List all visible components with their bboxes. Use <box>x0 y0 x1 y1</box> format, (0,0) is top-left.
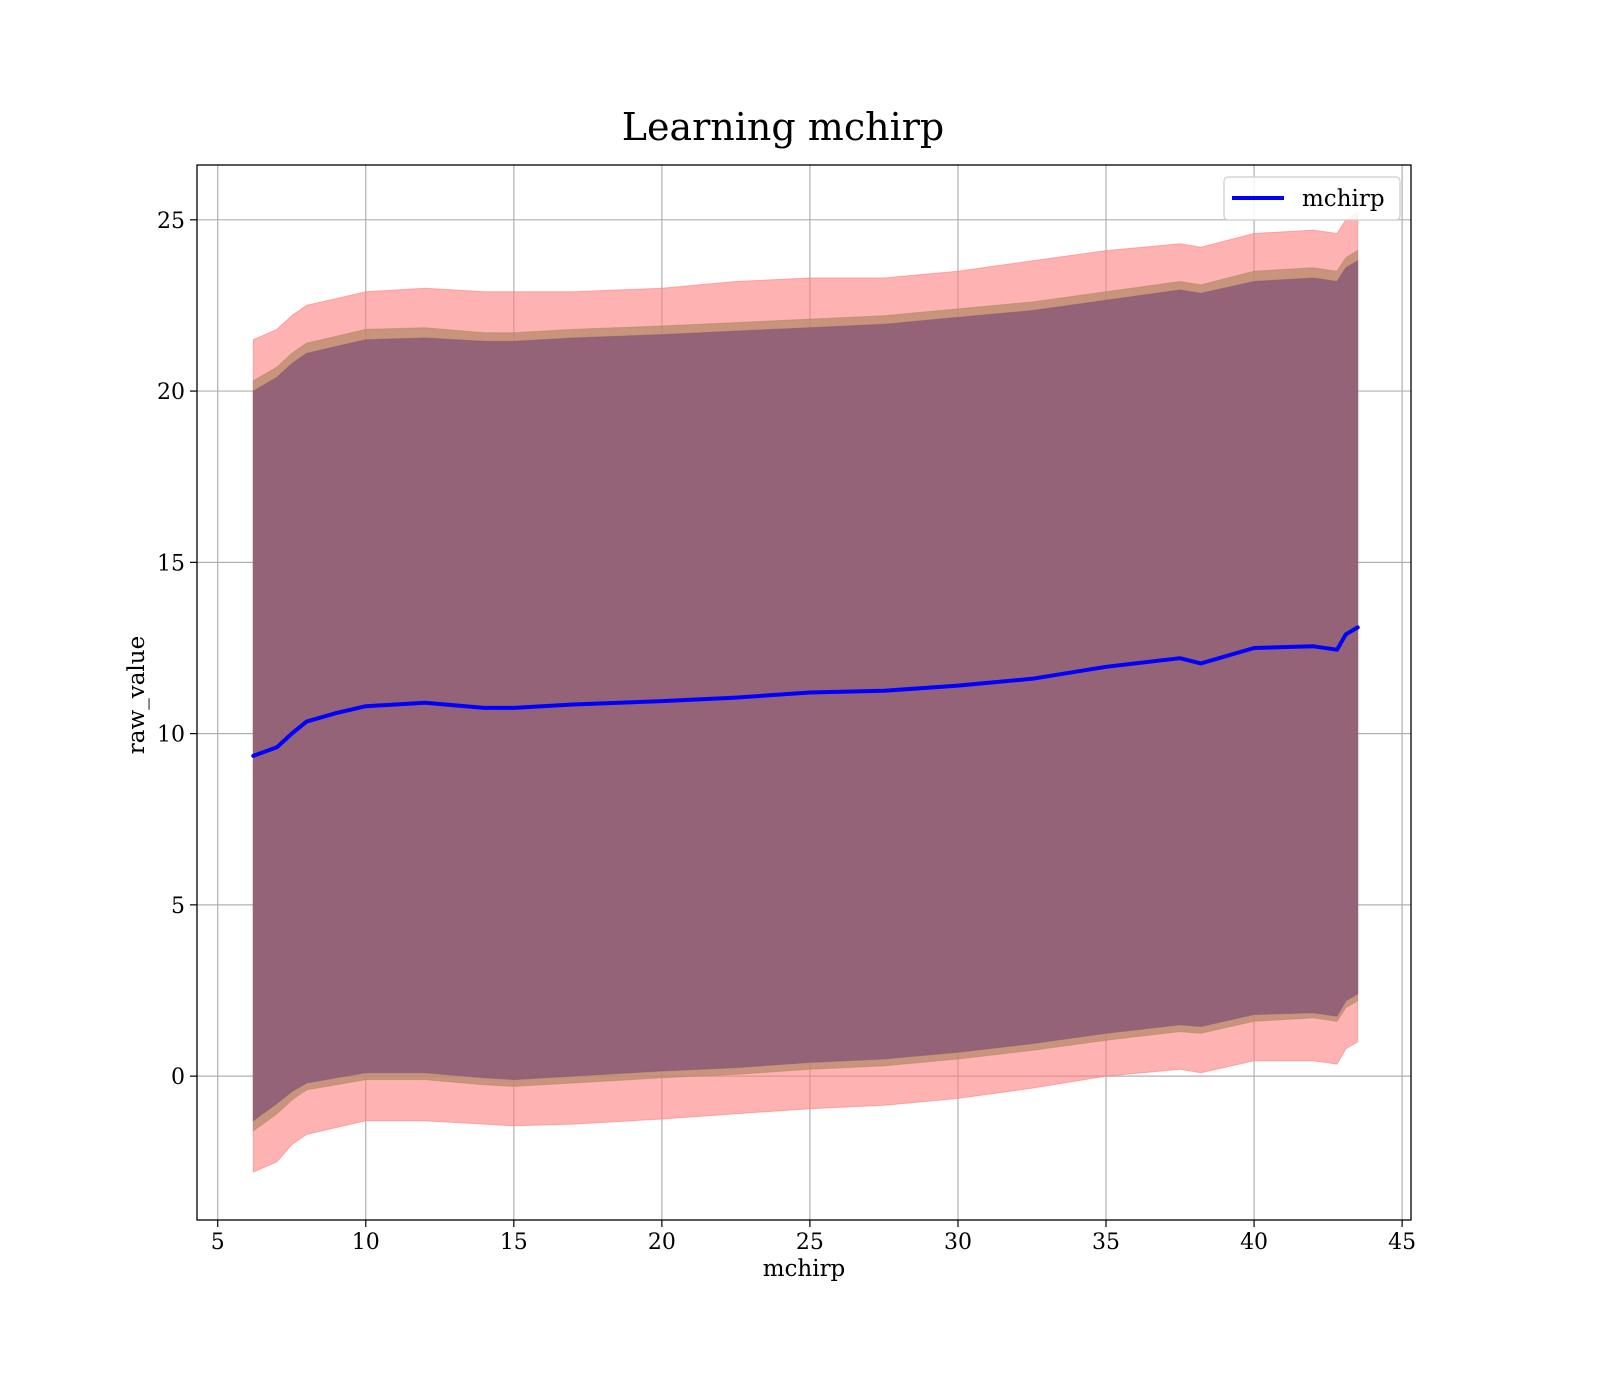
y-axis-label: raw_value <box>124 636 150 754</box>
y-tick-label: 20 <box>157 380 185 405</box>
x-tick-label: 40 <box>1240 1230 1268 1255</box>
x-tick-label: 35 <box>1092 1230 1120 1255</box>
x-tick-label: 10 <box>352 1230 380 1255</box>
x-tick-label: 5 <box>211 1230 225 1255</box>
legend: mchirp <box>1223 176 1401 221</box>
x-tick-label: 25 <box>796 1230 824 1255</box>
x-tick-label: 15 <box>500 1230 528 1255</box>
y-tick-label: 15 <box>157 551 185 576</box>
x-tick-label: 45 <box>1388 1230 1416 1255</box>
legend-entry-mchirp: mchirp <box>1302 186 1385 212</box>
legend-box <box>1223 176 1401 221</box>
x-tick-label: 30 <box>944 1230 972 1255</box>
chart-title: Learning mchirp <box>622 105 944 149</box>
y-tick-label: 5 <box>171 894 185 919</box>
x-axis-label: mchirp <box>763 1256 846 1282</box>
ticks: 5 10 15 20 25 30 35 40 45 0 5 10 15 20 25 <box>157 209 1416 1255</box>
y-tick-label: 10 <box>157 723 185 748</box>
plot-frame <box>196 164 1412 1221</box>
mean-line <box>251 625 1360 758</box>
y-tick-label: 0 <box>171 1065 185 1090</box>
x-tick-label: 20 <box>648 1230 676 1255</box>
y-tick-label: 25 <box>157 209 185 234</box>
mean-line-layer <box>251 625 1360 758</box>
